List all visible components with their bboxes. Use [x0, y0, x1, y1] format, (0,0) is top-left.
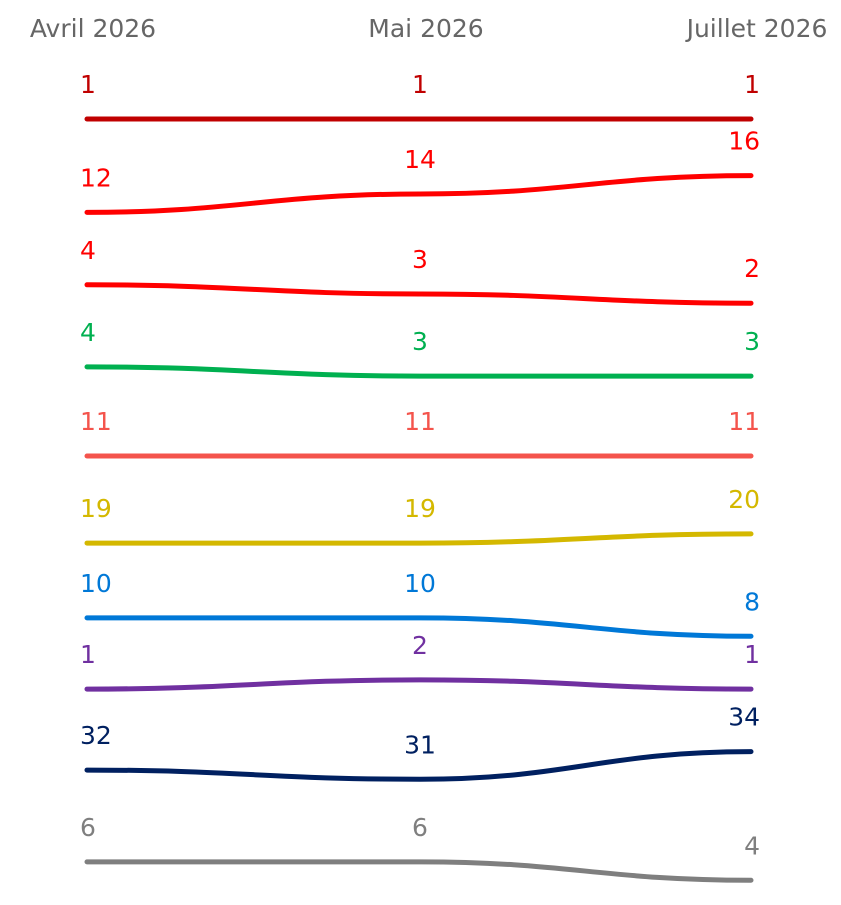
value-label-s7-3: 8	[744, 587, 760, 616]
series-line-9	[84, 749, 754, 782]
value-label-s8-3: 1	[744, 640, 760, 669]
value-label-s10-3: 4	[744, 831, 760, 860]
value-label-s9-2: 31	[404, 730, 436, 759]
value-label-s4-3: 3	[744, 327, 760, 356]
column-label-juillet-2026: Juillet 2026	[685, 14, 828, 43]
value-label-s5-1: 11	[80, 407, 112, 436]
value-label-s7-2: 10	[404, 569, 436, 598]
column-label-mai-2026: Mai 2026	[368, 14, 483, 43]
value-label-s6-3: 20	[728, 485, 760, 514]
value-label-s3-2: 3	[412, 245, 428, 274]
column-label-avril-2026: Avril 2026	[30, 14, 156, 43]
series-line-6	[84, 531, 754, 546]
value-label-s9-3: 34	[728, 703, 760, 732]
value-label-s4-2: 3	[412, 327, 428, 356]
value-label-s7-1: 10	[80, 569, 112, 598]
value-label-s5-3: 11	[728, 407, 760, 436]
value-label-s6-1: 19	[80, 494, 112, 523]
series-line-7	[84, 615, 754, 639]
value-label-s10-2: 6	[412, 813, 428, 842]
value-label-s2-3: 16	[728, 127, 760, 156]
value-label-s1-2: 1	[412, 70, 428, 99]
value-label-s2-1: 12	[80, 163, 112, 192]
series-line-10	[84, 859, 754, 883]
value-label-s1-3: 1	[744, 70, 760, 99]
value-label-s3-1: 4	[80, 236, 96, 265]
value-label-s4-1: 4	[80, 318, 96, 347]
series-line-3	[84, 282, 754, 306]
column-labels: Avril 2026 Mai 2026 Juillet 2026	[30, 14, 827, 43]
value-label-s5-2: 11	[404, 407, 436, 436]
value-label-s2-2: 14	[404, 145, 436, 174]
value-label-s10-1: 6	[80, 813, 96, 842]
value-label-s9-1: 32	[80, 721, 112, 750]
series-line-8	[84, 677, 754, 692]
series-line-2	[84, 173, 754, 215]
value-label-s3-3: 2	[744, 254, 760, 283]
value-label-s8-2: 2	[412, 631, 428, 660]
series-line-4	[84, 364, 754, 379]
value-label-s8-1: 1	[80, 640, 96, 669]
value-label-s6-2: 19	[404, 494, 436, 523]
value-label-s1-1: 1	[80, 70, 96, 99]
